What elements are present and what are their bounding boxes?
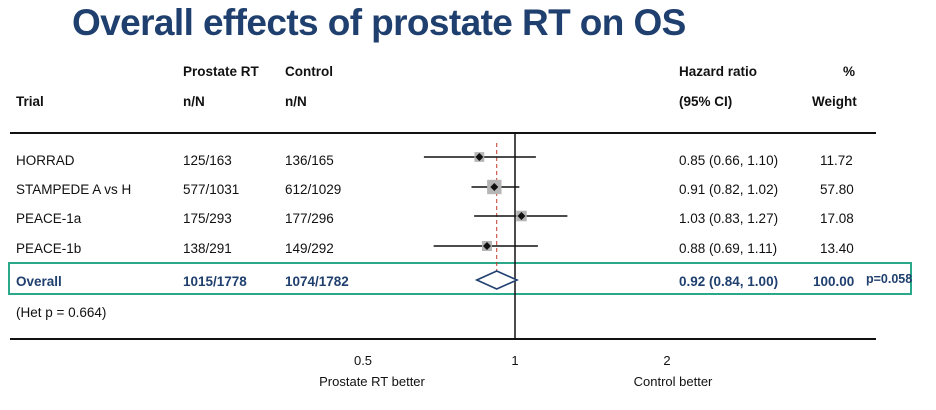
control-events: 612/1029 xyxy=(285,182,342,197)
favors-control-label: Control better xyxy=(633,374,713,389)
trial-name: HORRAD xyxy=(16,153,75,168)
overall-p-value: p=0.058 xyxy=(866,272,913,286)
weight-value: 17.08 xyxy=(820,211,854,226)
header-weight-line2: Weight xyxy=(812,94,857,109)
x-tick-label: 1 xyxy=(511,353,519,368)
x-tick-label: 2 xyxy=(663,353,671,368)
hazard-ratio-ci: 0.91 (0.82, 1.02) xyxy=(679,182,779,197)
trial-name: PEACE-1a xyxy=(16,211,82,226)
trial-name: STAMPEDE A vs H xyxy=(16,182,132,197)
header-arm1-line2: n/N xyxy=(183,94,205,109)
control-events: 136/165 xyxy=(285,153,334,168)
header-arm1-line1: Prostate RT xyxy=(183,64,259,79)
pooled-diamond xyxy=(474,270,519,290)
rt-events: 577/1031 xyxy=(183,182,240,197)
control-events: 177/296 xyxy=(285,211,334,226)
overall-weight: 100.00 xyxy=(813,274,855,289)
rt-events: 125/163 xyxy=(183,153,232,168)
overall-control-events: 1074/1782 xyxy=(285,274,349,289)
point-estimate xyxy=(490,183,499,191)
header-hr-line2: (95% CI) xyxy=(679,94,733,109)
page-title: Overall effects of prostate RT on OS xyxy=(72,2,686,43)
header-rule xyxy=(10,132,876,134)
weight-value: 57.80 xyxy=(820,182,854,197)
control-events: 149/292 xyxy=(285,241,334,256)
weight-value: 13.40 xyxy=(820,241,854,256)
hazard-ratio-ci: 1.03 (0.83, 1.27) xyxy=(679,211,779,226)
hazard-ratio-ci: 0.85 (0.66, 1.10) xyxy=(679,153,779,168)
header-weight-line1: % xyxy=(843,64,856,79)
rt-events: 138/291 xyxy=(183,241,232,256)
rt-events: 175/293 xyxy=(183,211,232,226)
footer-rule xyxy=(10,338,876,340)
overall-highlight-box xyxy=(8,262,912,295)
point-estimate xyxy=(475,153,484,161)
x-tick-label: 0.5 xyxy=(353,353,373,368)
point-estimate xyxy=(517,212,526,220)
header-trial: Trial xyxy=(16,94,44,109)
favors-rt-label: Prostate RT better xyxy=(319,374,425,389)
overall-hazard-ratio-ci: 0.92 (0.84, 1.00) xyxy=(679,274,779,289)
trial-name: PEACE-1b xyxy=(16,241,82,256)
overall-label: Overall xyxy=(16,274,62,289)
hazard-ratio-ci: 0.88 (0.69, 1.11) xyxy=(679,241,778,256)
header-arm2-line2: n/N xyxy=(285,94,307,109)
header-hr-line1: Hazard ratio xyxy=(679,64,758,79)
weight-value: 11.72 xyxy=(820,153,853,168)
overall-rt-events: 1015/1778 xyxy=(183,274,247,289)
heterogeneity-note: (Het p = 0.664) xyxy=(16,305,107,320)
point-estimate xyxy=(482,242,491,250)
header-arm2-line1: Control xyxy=(285,64,333,79)
